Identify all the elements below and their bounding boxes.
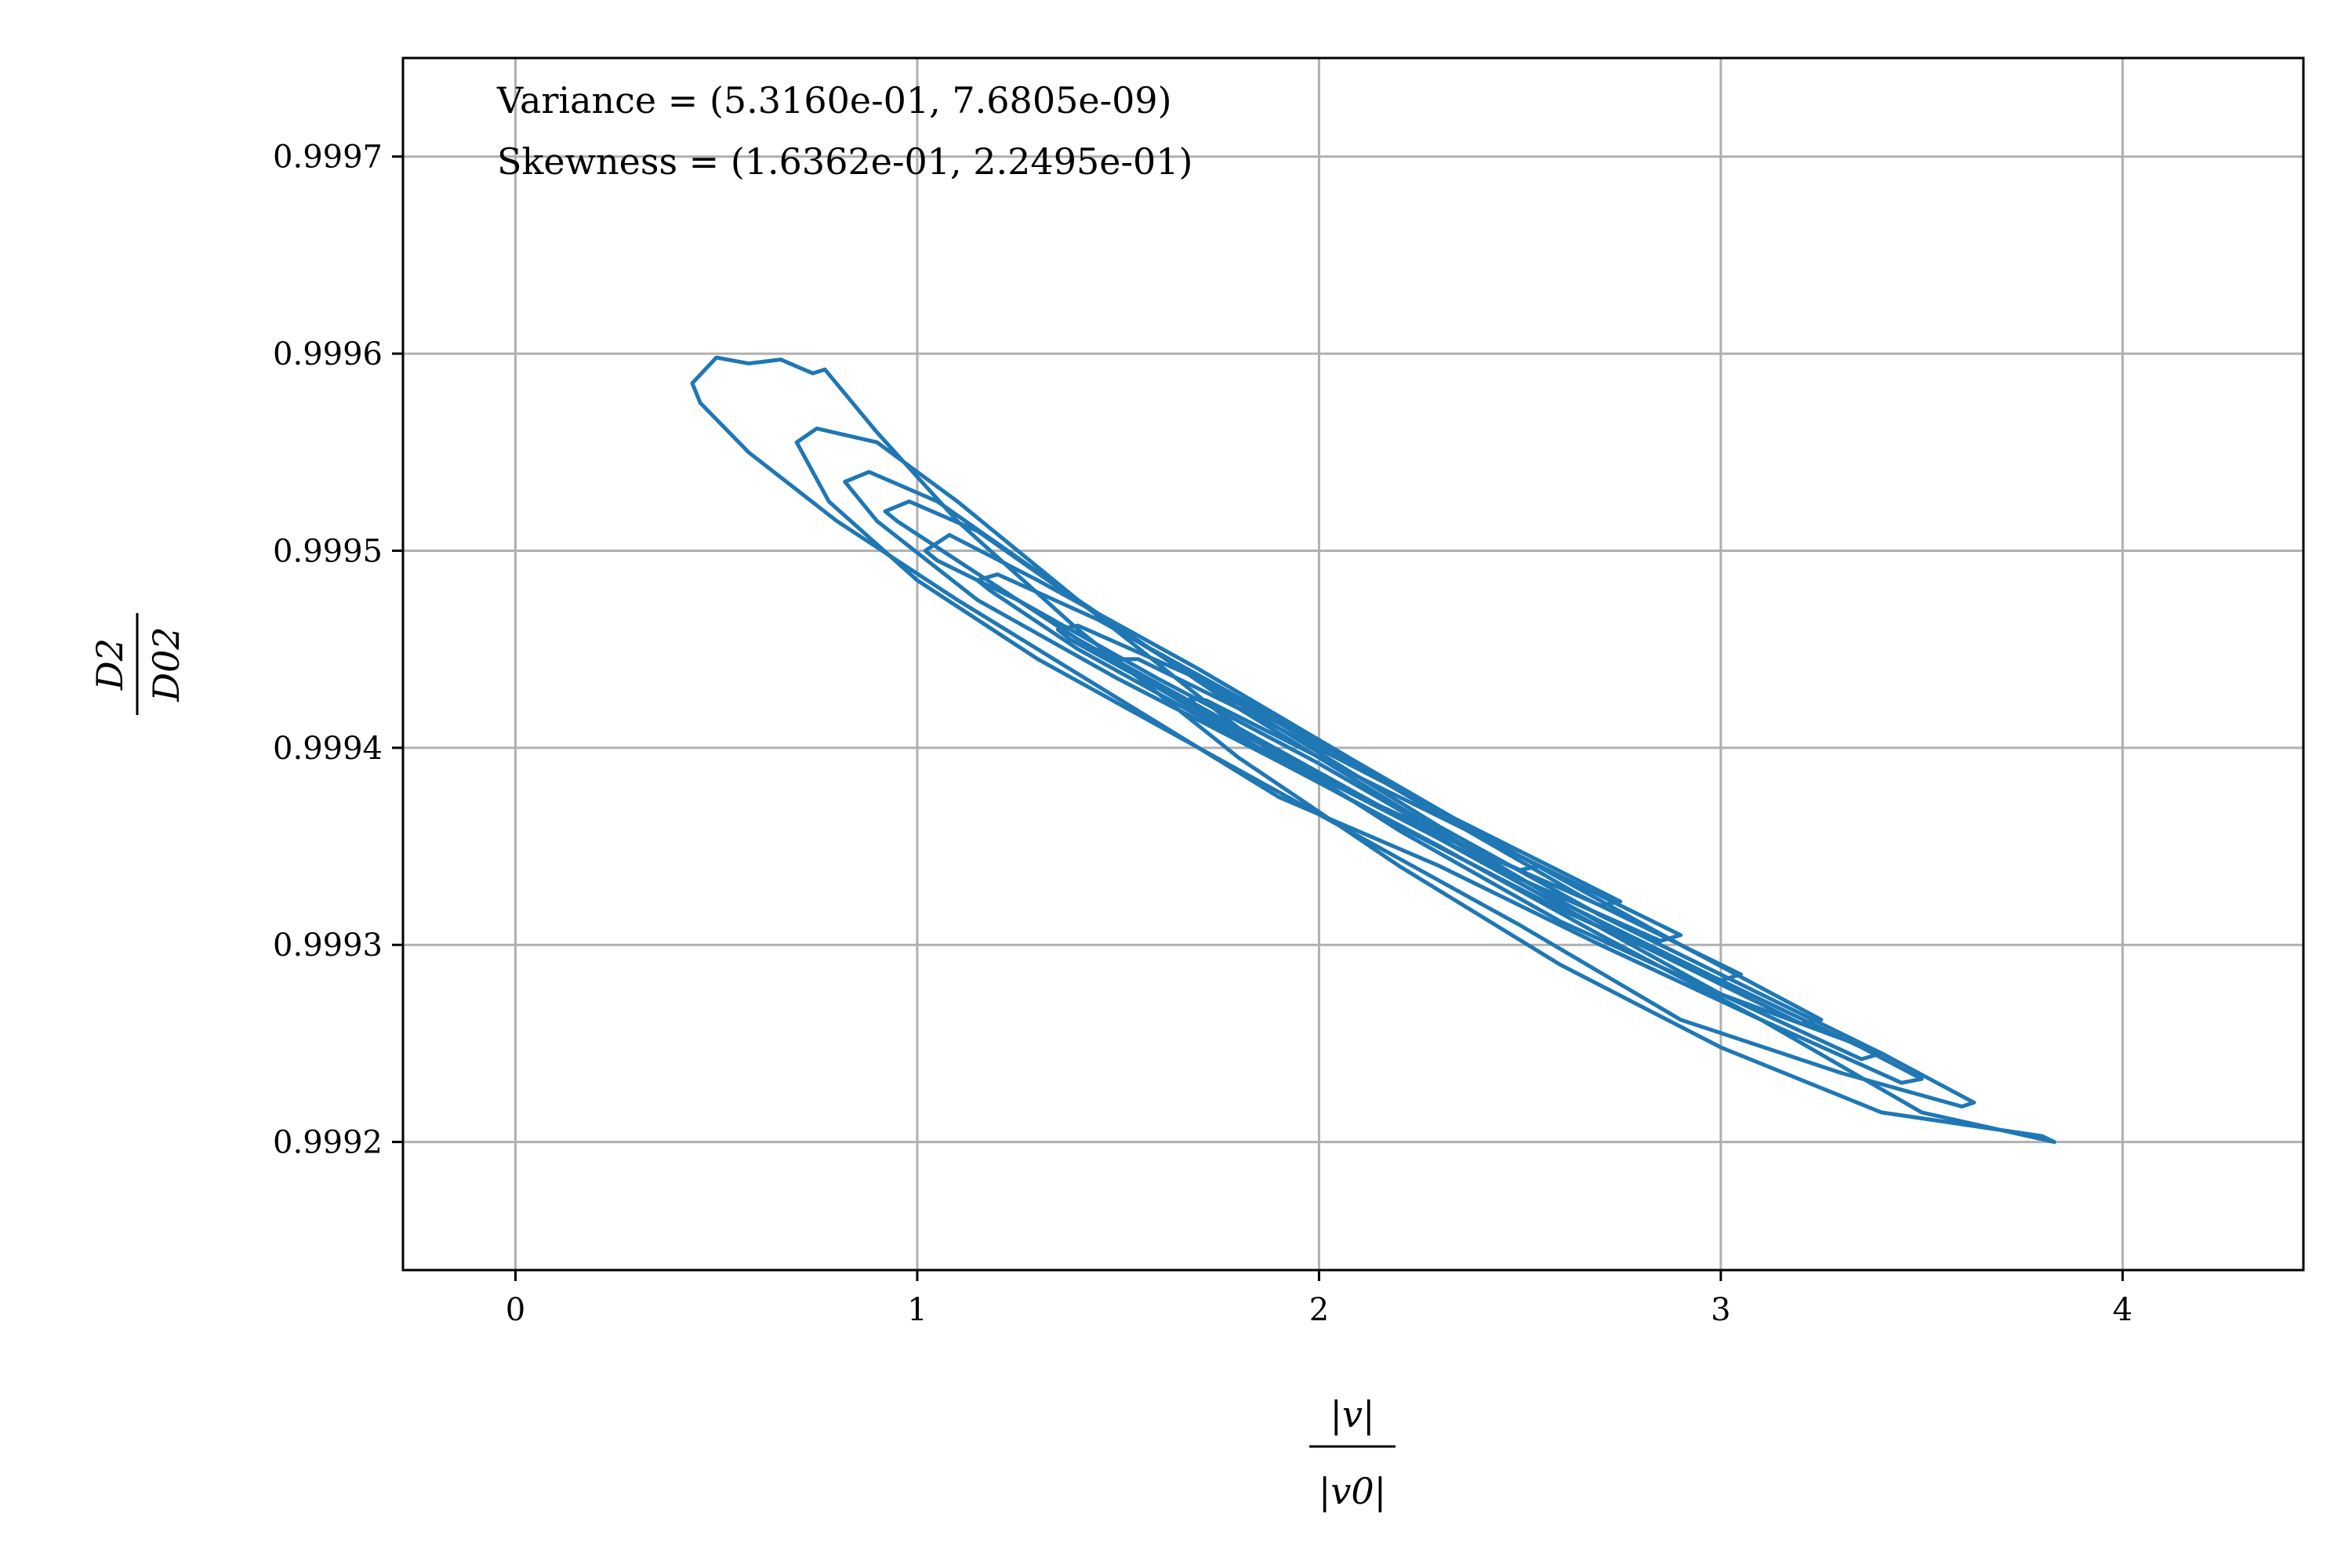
x-tick-label: 3: [1711, 1292, 1730, 1328]
grid-lines: [403, 58, 2303, 1270]
contour-level-8: [1116, 657, 1623, 908]
y-axis-label: D2 D02: [89, 613, 187, 715]
x-axis-label-denominator: |v0|: [1319, 1470, 1386, 1512]
x-tick-label: 4: [2113, 1292, 2132, 1328]
x-tick-label: 2: [1309, 1292, 1329, 1328]
contour-level-2: [794, 426, 1976, 1109]
y-axis-label-denominator: D02: [145, 626, 187, 702]
y-tick-label: 0.9996: [273, 336, 383, 372]
annotation-skewness: Skewness = (1.6362e-01, 2.2495e-01): [497, 140, 1192, 183]
y-tick-label: 0.9995: [273, 533, 383, 569]
contour-lines: [690, 355, 2056, 1145]
x-axis-label: |v| |v0|: [1309, 1393, 1396, 1512]
annotation-variance: Variance = (5.3160e-01, 7.6805e-09): [496, 79, 1172, 122]
y-axis-ticks: 0.9992 0.9993 0.9994 0.9995 0.9996 0.9997: [273, 140, 403, 1161]
contour-level-1: [690, 355, 2056, 1145]
contour-level-9: [1188, 696, 1542, 873]
contour-level-6: [975, 572, 1743, 982]
x-tick-label: 1: [907, 1292, 927, 1328]
x-tick-label: 0: [506, 1292, 525, 1328]
y-axis-label-numerator: D2: [89, 638, 131, 691]
y-tick-label: 0.9997: [273, 140, 383, 176]
y-tick-label: 0.9994: [273, 731, 383, 767]
y-tick-label: 0.9992: [273, 1125, 383, 1161]
x-axis-label-numerator: |v|: [1330, 1393, 1375, 1436]
y-tick-label: 0.9993: [273, 927, 383, 964]
plot-frame: [401, 56, 2305, 1272]
contour-level-5: [923, 532, 1824, 1026]
x-axis-ticks: 0 1 2 3 4: [506, 1270, 2132, 1328]
